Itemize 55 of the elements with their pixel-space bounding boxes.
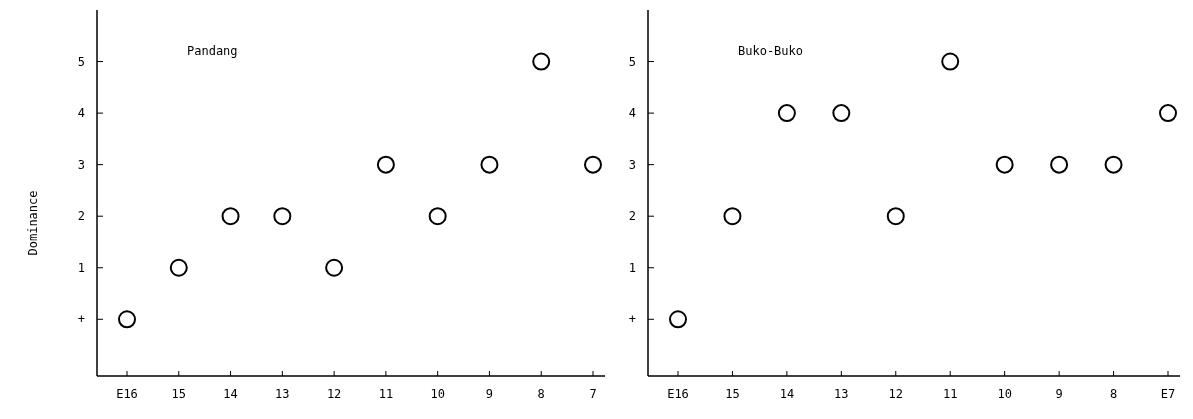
point (1159, 104, 1177, 123)
y-tick-label: 5 (77, 54, 85, 69)
point (480, 155, 499, 174)
x-tick-label: 10 (997, 387, 1012, 401)
text: Buko-Buko (738, 44, 804, 58)
point (584, 155, 602, 174)
x-tick-label: E16 (667, 387, 689, 401)
y-tick-label: 3 (77, 157, 85, 172)
point (777, 104, 796, 123)
x-tick-label: 14 (223, 387, 238, 401)
point (1104, 155, 1123, 174)
point (669, 310, 687, 329)
point (376, 155, 395, 174)
text: Pandang (187, 44, 238, 58)
point (941, 52, 960, 71)
x-tick-label: 13 (834, 387, 849, 401)
x-tick-label: E16 (116, 387, 138, 401)
point (118, 310, 136, 329)
point (723, 207, 742, 226)
y-tick-label: 4 (77, 106, 85, 121)
x-tick-label: 14 (779, 387, 795, 401)
x-tick-label: 8 (1109, 387, 1118, 401)
point (428, 207, 447, 226)
x-tick-label: 11 (943, 387, 958, 401)
point (1050, 155, 1069, 174)
point (995, 155, 1014, 174)
point (886, 207, 905, 226)
y-tick-label: 2 (77, 209, 85, 224)
y-tick-label: 5 (628, 54, 636, 69)
x-tick-label: 8 (537, 387, 545, 401)
x-tick-label: 11 (378, 387, 394, 401)
point (532, 52, 551, 71)
y-tick-label: 4 (628, 106, 636, 121)
x-tick-label: 9 (1055, 387, 1063, 401)
x-tick-label: 10 (430, 387, 445, 401)
point (169, 258, 188, 277)
y-tick-label: 1 (77, 260, 85, 275)
x-tick-label: E7 (1160, 387, 1176, 401)
y-tick-label: + (77, 312, 85, 327)
point (273, 207, 292, 226)
y-axis-title: Dominance (26, 190, 40, 256)
x-tick-label: 15 (725, 387, 740, 401)
y-tick-label: 1 (628, 260, 636, 275)
x-tick-label: 13 (275, 387, 290, 401)
point (832, 104, 851, 123)
y-tick-label: 2 (628, 209, 636, 224)
x-tick-label: 15 (171, 387, 186, 401)
x-tick-label: 9 (485, 387, 494, 401)
point (221, 207, 240, 226)
y-tick-label: + (628, 312, 636, 327)
y-tick-label: 3 (628, 157, 636, 172)
x-tick-label: 12 (888, 387, 903, 401)
point (325, 258, 344, 277)
x-tick-label: 12 (326, 387, 342, 401)
x-tick-label: 7 (589, 387, 597, 401)
